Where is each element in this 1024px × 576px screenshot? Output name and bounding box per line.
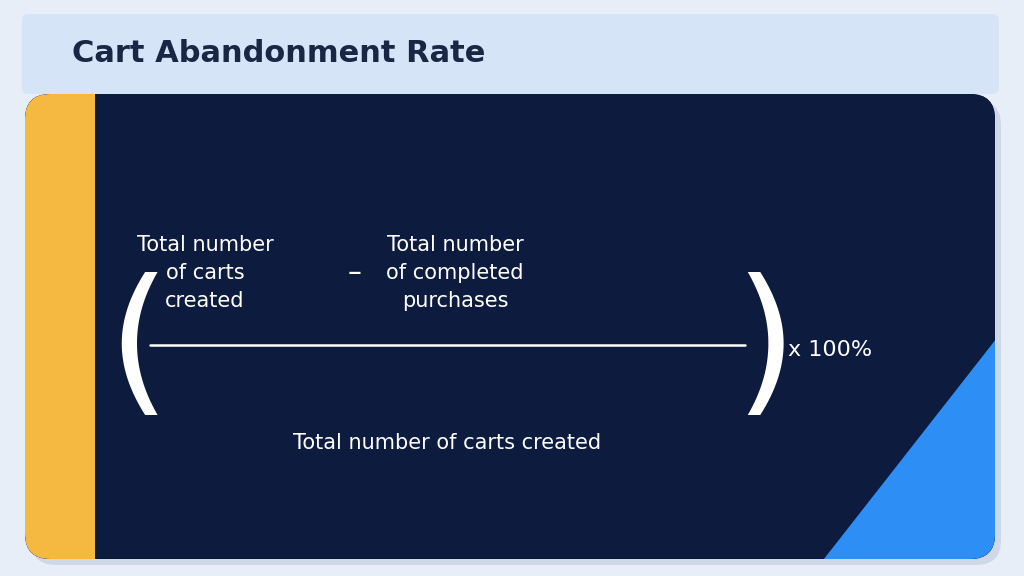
FancyBboxPatch shape	[31, 100, 1001, 565]
Text: –: –	[348, 259, 361, 286]
Text: x 100%: x 100%	[787, 340, 872, 359]
FancyBboxPatch shape	[22, 14, 999, 94]
Text: Total number
of completed
purchases: Total number of completed purchases	[386, 234, 523, 310]
Polygon shape	[730, 334, 1000, 564]
FancyBboxPatch shape	[25, 94, 995, 559]
Text: Cart Abandonment Rate: Cart Abandonment Rate	[72, 40, 485, 69]
FancyBboxPatch shape	[25, 94, 143, 559]
Text: (: (	[106, 272, 169, 427]
Text: Total number of carts created: Total number of carts created	[294, 433, 601, 453]
Polygon shape	[95, 89, 1000, 564]
Text: Total number
of carts
created: Total number of carts created	[136, 234, 273, 310]
Text: ): )	[734, 272, 797, 427]
